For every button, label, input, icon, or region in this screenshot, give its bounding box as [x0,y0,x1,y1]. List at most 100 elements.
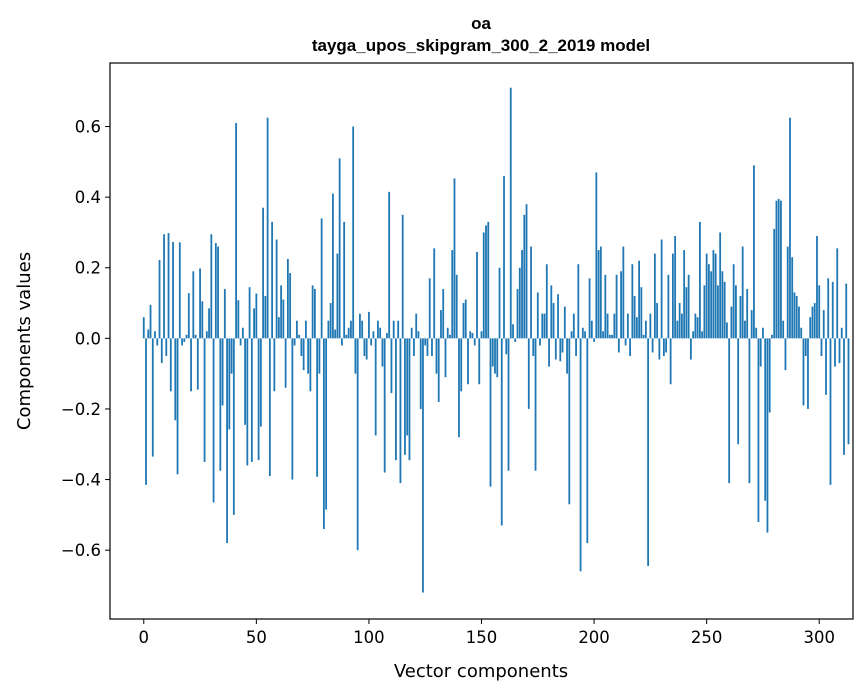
bar [262,207,264,339]
bar [449,334,451,339]
bar [548,338,550,367]
bar [660,239,663,339]
bar [446,327,449,339]
bar [671,253,674,339]
bar [606,313,609,339]
bar [266,117,269,339]
bar [142,317,145,339]
bar [368,311,370,339]
bar [581,327,584,339]
bar [190,338,192,392]
bar [523,214,526,339]
bar [471,333,474,339]
bar [370,338,373,346]
bar [395,338,397,461]
y-tick-label: 0.2 [75,259,101,278]
bar [255,293,258,339]
bar [304,320,307,339]
bar [147,329,150,339]
bar [194,334,197,339]
bar [773,228,776,339]
bar [176,338,179,475]
bar [782,320,785,339]
bar [714,253,717,339]
bar [205,331,208,339]
y-tick-label: −0.2 [61,400,101,419]
bar [183,338,186,342]
bar [642,334,645,339]
bar [487,221,490,339]
y-tick-label: −0.6 [61,541,101,560]
bar [739,295,742,339]
bar [383,338,386,473]
bar [329,303,332,339]
bar [361,320,364,339]
bar [678,303,681,339]
bar [577,264,580,339]
bar [572,313,575,339]
bar [431,338,433,356]
bar [313,288,316,339]
bar [669,338,672,385]
bar [710,271,713,339]
bar [320,218,323,339]
bar [356,338,359,551]
bar [798,306,800,339]
bar [626,313,629,339]
bar [480,331,483,339]
bar [550,285,553,339]
x-tick-label: 50 [246,628,267,647]
bar [638,260,641,339]
bar [212,338,215,503]
bar [228,338,231,430]
bar [325,338,328,510]
bar [390,338,393,394]
bar [685,287,688,339]
bar [316,338,319,477]
bar [559,338,562,362]
bar [768,338,771,413]
bar [451,250,454,339]
bar [338,158,341,339]
bar [467,338,469,385]
bar [633,295,636,339]
bar [419,338,422,409]
bar [667,274,670,339]
x-axis-label: Vector components [394,661,568,682]
bar [584,331,586,339]
bar [834,338,836,367]
bar [154,331,156,339]
bar [723,281,726,339]
bar [534,338,537,471]
bar [586,338,589,544]
bar [440,310,442,339]
bar [406,338,409,436]
bar [518,267,521,339]
bar [516,288,519,339]
bar [676,320,679,339]
bar [485,225,487,339]
bar [469,331,472,339]
bar [588,278,591,339]
bar [491,338,494,367]
bar [496,338,499,378]
x-tick-label: 150 [466,628,498,647]
bar [232,338,235,515]
bar [566,338,568,374]
x-tick-label: 250 [691,628,723,647]
bar [226,338,228,544]
bar [500,338,503,526]
bar [539,338,541,346]
bar [250,338,253,462]
bar [350,320,352,339]
bar [417,331,420,339]
bar [444,338,447,378]
bar [167,233,170,339]
bar [165,338,168,356]
bar [268,338,271,477]
bar [424,338,427,346]
bar [629,338,631,356]
bar [689,338,692,360]
bar [703,285,706,339]
bar [174,338,177,421]
